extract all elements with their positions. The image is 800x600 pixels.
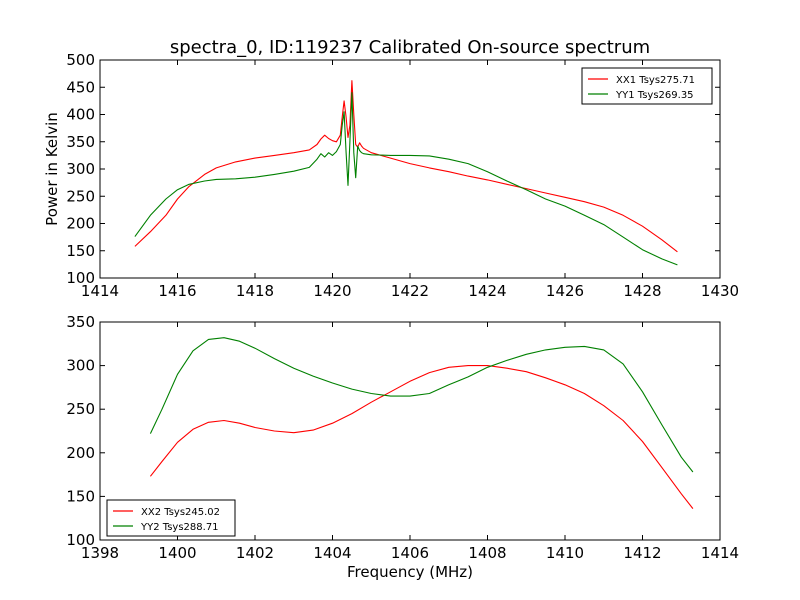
y-tick-label-2-2: 200 bbox=[66, 444, 95, 462]
axes-frame-1 bbox=[99, 59, 721, 279]
series-line-2-2 bbox=[149, 337, 694, 473]
y-tick-label-1-4: 300 bbox=[66, 160, 95, 178]
x-tick-label-2-3: 1404 bbox=[313, 544, 351, 562]
axes-frame-2 bbox=[99, 321, 721, 541]
y-tick-label-1-6: 400 bbox=[66, 106, 95, 124]
plots-area: 1414 1416 1418 1420 1422 1424 1426 1428 14301001… bbox=[43, 51, 739, 562]
x-tick-label-2-1: 1400 bbox=[158, 544, 196, 562]
series-line-1-1 bbox=[134, 80, 678, 253]
series-line-1-2 bbox=[134, 92, 678, 266]
x-tick-label-1-1: 1416 bbox=[158, 282, 196, 300]
x-tick-label-1-3: 1420 bbox=[313, 282, 351, 300]
x-tick-label-1-6: 1426 bbox=[546, 282, 584, 300]
x-axis-label: Frequency (MHz) bbox=[347, 563, 473, 581]
x-tick-label-1-2: 1418 bbox=[236, 282, 274, 300]
legend-label-1-2: YY1 Tsys269.35 bbox=[615, 90, 694, 101]
y-tick-label-1-0: 100 bbox=[66, 269, 95, 287]
y-tick-label-2-4: 300 bbox=[66, 357, 95, 375]
y-tick-label-2-5: 350 bbox=[66, 313, 95, 331]
legend-box-1 bbox=[581, 67, 713, 105]
legend-label-1-1: XX1 Tsys275.71 bbox=[616, 75, 695, 86]
x-tick-label-2-2: 1402 bbox=[236, 544, 274, 562]
x-tick-label-2-4: 1406 bbox=[391, 544, 429, 562]
x-tick-label-1-0: 1414 bbox=[81, 282, 119, 300]
y-tick-label-1-3: 250 bbox=[66, 187, 95, 205]
y-tick-label-1-7: 450 bbox=[66, 78, 95, 96]
legend-label-2-1: XX2 Tsys245.02 bbox=[141, 507, 220, 518]
x-tick-label-1-4: 1422 bbox=[391, 282, 429, 300]
chart-1: 1414 1416 1418 1420 1422 1424 1426 1428 1430 100 1… bbox=[43, 51, 739, 300]
x-tick-label-1-5: 1424 bbox=[468, 282, 506, 300]
legend-2: XX2 Tsys245.02 YY2 Tsys288.71 bbox=[106, 499, 236, 537]
series-line-2-1 bbox=[149, 365, 694, 509]
y-tick-label-1-1: 150 bbox=[66, 242, 95, 260]
y-tick-label-2-3: 250 bbox=[66, 400, 95, 418]
x-tick-label-2-0: 1398 bbox=[81, 544, 119, 562]
legend-box-2 bbox=[106, 499, 236, 537]
chart-2: 1398 1400 1402 1404 1406 1408 1410 1412 1414 100 1… bbox=[66, 313, 739, 562]
x-tick-label-1-8: 1430 bbox=[701, 282, 739, 300]
figure-title: spectra_0, ID:119237 Calibrated On-sourc… bbox=[170, 37, 650, 58]
y-tick-label-1-5: 350 bbox=[66, 133, 95, 151]
y-tick-label-1-8: 500 bbox=[66, 51, 95, 69]
y-tick-label-2-1: 150 bbox=[66, 487, 95, 505]
x-tick-label-2-5: 1408 bbox=[468, 544, 506, 562]
y-tick-label-2-0: 100 bbox=[66, 531, 95, 549]
x-tick-label-2-7: 1412 bbox=[623, 544, 661, 562]
y-tick-label-1-2: 200 bbox=[66, 215, 95, 233]
legend-1: XX1 Tsys275.71 YY1 Tsys269.35 bbox=[581, 67, 713, 105]
x-tick-label-2-6: 1410 bbox=[546, 544, 584, 562]
x-tick-label-2-8: 1414 bbox=[701, 544, 739, 562]
x-tick-label-1-7: 1428 bbox=[623, 282, 661, 300]
y-axis-label-1: Power in Kelvin bbox=[43, 112, 61, 226]
legend-label-2-2: YY2 Tsys288.71 bbox=[140, 522, 219, 533]
